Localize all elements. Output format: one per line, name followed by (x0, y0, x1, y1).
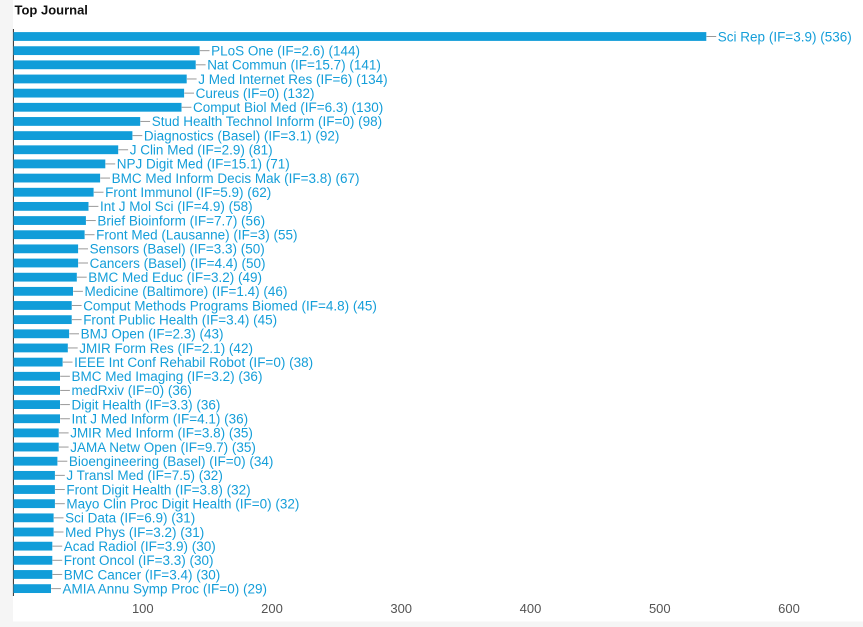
svg-text:IEEE Int Conf Rehabil Robot (I: IEEE Int Conf Rehabil Robot (IF=0) (38) (74, 355, 313, 370)
svg-text:Cancers (Basel) (IF=4.4) (50): Cancers (Basel) (IF=4.4) (50) (90, 256, 266, 271)
svg-text:Front Public Health (IF=3.4) (: Front Public Health (IF=3.4) (45) (83, 312, 277, 327)
svg-text:JAMA Netw Open (IF=9.7) (35): JAMA Netw Open (IF=9.7) (35) (70, 440, 256, 455)
svg-text:BMC Med Inform Decis Mak (IF=3: BMC Med Inform Decis Mak (IF=3.8) (67) (112, 171, 360, 186)
svg-text:J Clin Med (IF=2.9) (81): J Clin Med (IF=2.9) (81) (130, 143, 273, 158)
svg-text:Sci Rep (IF=3.9) (536): Sci Rep (IF=3.9) (536) (718, 29, 852, 44)
svg-text:100: 100 (132, 601, 154, 616)
svg-text:Sensors (Basel) (IF=3.3) (50): Sensors (Basel) (IF=3.3) (50) (90, 242, 265, 257)
svg-text:Stud Health Technol Inform (IF: Stud Health Technol Inform (IF=0) (98) (152, 114, 382, 129)
svg-text:400: 400 (520, 601, 542, 616)
svg-text:Top Journal: Top Journal (15, 3, 88, 18)
svg-text:Digit Health (IF=3.3) (36): Digit Health (IF=3.3) (36) (72, 397, 221, 412)
svg-text:Front Digit Health (IF=3.8) (3: Front Digit Health (IF=3.8) (32) (66, 482, 250, 497)
svg-text:J Transl Med (IF=7.5) (32): J Transl Med (IF=7.5) (32) (66, 468, 222, 483)
svg-text:BMC Med Educ (IF=3.2) (49): BMC Med Educ (IF=3.2) (49) (88, 270, 262, 285)
svg-text:Medicine (Baltimore) (IF=1.4): Medicine (Baltimore) (IF=1.4) (46) (85, 284, 288, 299)
svg-text:BMJ Open (IF=2.3) (43): BMJ Open (IF=2.3) (43) (81, 327, 224, 342)
svg-text:Med Phys (IF=3.2) (31): Med Phys (IF=3.2) (31) (65, 525, 204, 540)
svg-text:500: 500 (649, 601, 671, 616)
svg-text:Nat Commun (IF=15.7) (141): Nat Commun (IF=15.7) (141) (207, 58, 381, 73)
svg-text:Int J Med Inform (IF=4.1) (36): Int J Med Inform (IF=4.1) (36) (72, 412, 249, 427)
svg-text:medRxiv (IF=0) (36): medRxiv (IF=0) (36) (72, 383, 192, 398)
svg-text:Comput Methods Programs Biomed: Comput Methods Programs Biomed (IF=4.8) … (83, 298, 377, 313)
svg-text:Brief Bioinform (IF=7.7) (56): Brief Bioinform (IF=7.7) (56) (97, 213, 265, 228)
svg-text:Acad Radiol (IF=3.9) (30): Acad Radiol (IF=3.9) (30) (64, 539, 216, 554)
svg-text:NPJ Digit Med (IF=15.1) (71): NPJ Digit Med (IF=15.1) (71) (117, 157, 290, 172)
svg-text:Front Med (Lausanne) (IF=3) (5: Front Med (Lausanne) (IF=3) (55) (96, 228, 297, 243)
svg-text:AMIA Annu Symp Proc (IF=0) (29: AMIA Annu Symp Proc (IF=0) (29) (63, 581, 267, 596)
svg-text:300: 300 (390, 601, 412, 616)
svg-text:Int J Mol Sci (IF=4.9) (58): Int J Mol Sci (IF=4.9) (58) (100, 199, 253, 214)
svg-text:Cureus (IF=0) (132): Cureus (IF=0) (132) (196, 86, 315, 101)
svg-text:BMC Cancer (IF=3.4) (30): BMC Cancer (IF=3.4) (30) (64, 567, 220, 582)
svg-text:Sci Data (IF=6.9) (31): Sci Data (IF=6.9) (31) (65, 511, 195, 526)
svg-text:Bioengineering (Basel) (IF=0): Bioengineering (Basel) (IF=0) (34) (69, 454, 273, 469)
svg-text:J Med Internet Res (IF=6) (134: J Med Internet Res (IF=6) (134) (198, 72, 387, 87)
svg-text:JMIR Form Res (IF=2.1) (42): JMIR Form Res (IF=2.1) (42) (79, 341, 253, 356)
svg-text:JMIR Med Inform (IF=3.8) (35): JMIR Med Inform (IF=3.8) (35) (70, 426, 253, 441)
svg-text:Comput Biol Med (IF=6.3) (130): Comput Biol Med (IF=6.3) (130) (193, 100, 383, 115)
svg-text:Diagnostics (Basel) (IF=3.1) (: Diagnostics (Basel) (IF=3.1) (92) (144, 128, 339, 143)
svg-text:BMC Med Imaging (IF=3.2) (36): BMC Med Imaging (IF=3.2) (36) (72, 369, 263, 384)
svg-text:Front Immunol (IF=5.9) (62): Front Immunol (IF=5.9) (62) (105, 185, 271, 200)
svg-text:600: 600 (778, 601, 800, 616)
svg-text:200: 200 (261, 601, 283, 616)
svg-text:PLoS One (IF=2.6) (144): PLoS One (IF=2.6) (144) (211, 43, 360, 58)
svg-text:Front Oncol (IF=3.3) (30): Front Oncol (IF=3.3) (30) (64, 553, 214, 568)
svg-text:Mayo Clin Proc Digit Health (I: Mayo Clin Proc Digit Health (IF=0) (32) (66, 496, 299, 511)
